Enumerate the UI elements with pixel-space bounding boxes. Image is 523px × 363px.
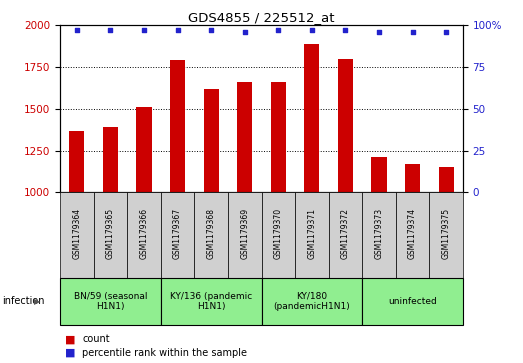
Text: GSM1179369: GSM1179369: [240, 208, 249, 259]
Bar: [170, 61, 185, 192]
Point: [241, 29, 249, 35]
Bar: [295, 192, 328, 278]
Text: ▶: ▶: [35, 297, 41, 306]
Text: BN/59 (seasonal
H1N1): BN/59 (seasonal H1N1): [74, 291, 147, 311]
Text: GSM1179375: GSM1179375: [441, 208, 451, 259]
Point: [106, 28, 115, 33]
Text: GSM1179373: GSM1179373: [374, 208, 383, 259]
Text: GSM1179370: GSM1179370: [274, 208, 283, 259]
Bar: [405, 164, 420, 192]
Point: [207, 28, 215, 33]
Text: ■: ■: [65, 348, 76, 358]
Point: [375, 29, 383, 35]
Bar: [396, 192, 429, 278]
Text: GSM1179365: GSM1179365: [106, 208, 115, 259]
Bar: [362, 278, 463, 325]
Bar: [60, 192, 94, 278]
Bar: [237, 82, 252, 192]
Text: infection: infection: [3, 296, 45, 306]
Point: [341, 28, 349, 33]
Text: uninfected: uninfected: [388, 297, 437, 306]
Text: KY/180
(pandemicH1N1): KY/180 (pandemicH1N1): [274, 291, 350, 311]
Bar: [161, 192, 195, 278]
Text: GSM1179372: GSM1179372: [341, 208, 350, 259]
Text: GSM1179371: GSM1179371: [308, 208, 316, 259]
Text: GSM1179364: GSM1179364: [72, 208, 82, 259]
Point: [274, 28, 282, 33]
Text: ■: ■: [65, 334, 76, 344]
Bar: [137, 107, 152, 192]
Text: GSM1179366: GSM1179366: [140, 208, 149, 259]
Bar: [103, 127, 118, 192]
Bar: [228, 192, 262, 278]
Text: percentile rank within the sample: percentile rank within the sample: [82, 348, 247, 358]
Point: [73, 28, 81, 33]
Bar: [195, 192, 228, 278]
Text: GSM1179368: GSM1179368: [207, 208, 215, 259]
Bar: [338, 59, 353, 192]
Point: [140, 28, 148, 33]
Bar: [262, 192, 295, 278]
Bar: [371, 157, 386, 192]
Bar: [94, 192, 127, 278]
Bar: [161, 278, 262, 325]
Bar: [429, 192, 463, 278]
Point: [442, 29, 450, 35]
Bar: [60, 278, 161, 325]
Bar: [271, 82, 286, 192]
Point: [174, 28, 182, 33]
Point: [408, 29, 417, 35]
Bar: [362, 192, 396, 278]
Text: GSM1179367: GSM1179367: [173, 208, 182, 259]
Text: KY/136 (pandemic
H1N1): KY/136 (pandemic H1N1): [170, 291, 252, 311]
Point: [308, 28, 316, 33]
Bar: [262, 278, 362, 325]
Text: GSM1179374: GSM1179374: [408, 208, 417, 259]
Bar: [70, 131, 85, 192]
Bar: [328, 192, 362, 278]
Title: GDS4855 / 225512_at: GDS4855 / 225512_at: [188, 11, 335, 24]
Bar: [127, 192, 161, 278]
Bar: [438, 167, 453, 192]
Text: count: count: [82, 334, 110, 344]
Bar: [304, 44, 320, 192]
Bar: [203, 89, 219, 192]
